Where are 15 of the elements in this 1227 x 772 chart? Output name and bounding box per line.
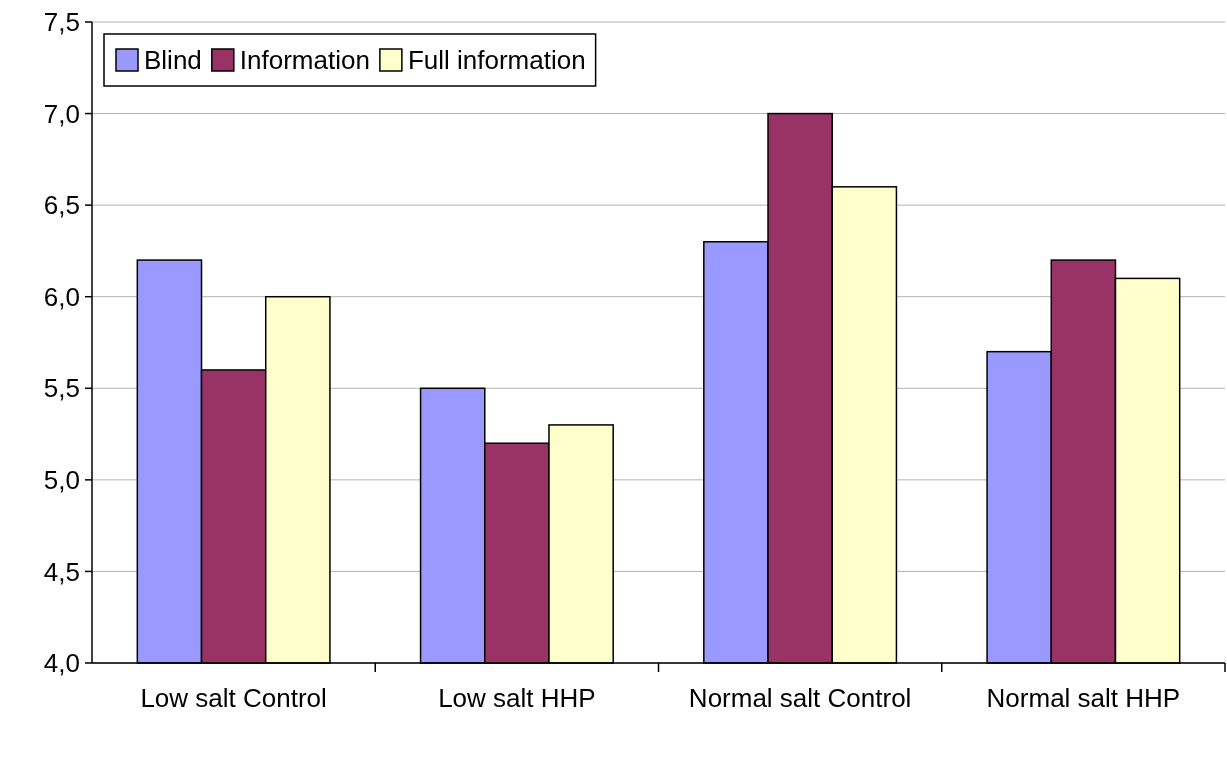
x-tick-label: Normal salt HHP bbox=[986, 683, 1181, 713]
y-tick-label: 6,5 bbox=[43, 190, 80, 221]
legend-label: Blind bbox=[144, 45, 202, 76]
y-tick-label: 4,5 bbox=[43, 556, 80, 587]
x-tick-label: Low salt HHP bbox=[438, 683, 596, 713]
y-tick-label: 4,0 bbox=[43, 648, 80, 679]
y-tick-label: 5,0 bbox=[43, 464, 80, 495]
y-tick-label: 7,0 bbox=[43, 98, 80, 129]
legend-label: Information bbox=[239, 45, 370, 76]
x-tick-label: Normal salt Control bbox=[688, 683, 912, 713]
y-tick-label: 5,5 bbox=[43, 373, 80, 404]
x-tick-label: Low salt Control bbox=[140, 683, 327, 713]
y-tick-label: 7,5 bbox=[43, 7, 80, 38]
y-tick-label: 6,0 bbox=[43, 281, 80, 312]
legend-label: Full information bbox=[407, 45, 586, 76]
